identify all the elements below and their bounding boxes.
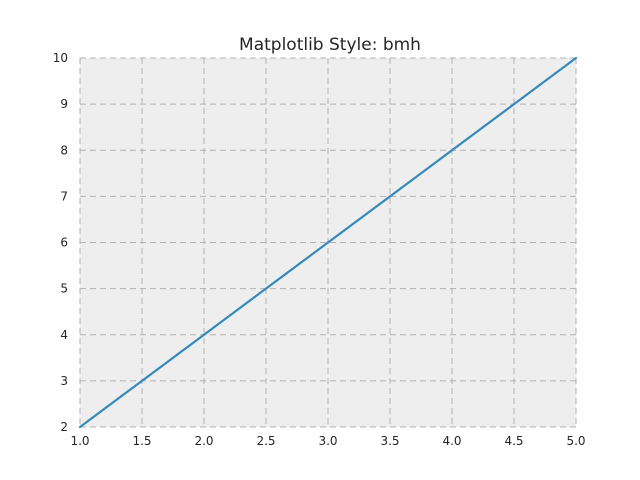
x-tick-label: 4.0 (442, 434, 461, 448)
y-axis: 2 3 4 5 6 7 8 9 10 (53, 51, 68, 434)
y-tick-label: 3 (60, 374, 68, 388)
x-tick-label: 3.5 (380, 434, 399, 448)
series-line (78, 56, 578, 429)
y-tick-label: 4 (60, 328, 68, 342)
x-tick-label: 3.0 (318, 434, 337, 448)
x-axis: 1.0 1.5 2.0 2.5 3.0 3.5 4.0 4.5 5.0 (70, 434, 585, 448)
y-tick-label: 9 (60, 97, 68, 111)
y-tick-label: 7 (60, 189, 68, 203)
x-tick-label: 2.0 (194, 434, 213, 448)
chart-title: Matplotlib Style: bmh (239, 35, 421, 55)
x-tick-label: 1.5 (132, 434, 151, 448)
y-tick-label: 10 (53, 51, 68, 65)
y-tick-label: 5 (60, 282, 68, 296)
x-tick-label: 2.5 (256, 434, 275, 448)
y-tick-label: 2 (60, 420, 68, 434)
y-tick-label: 8 (60, 143, 68, 157)
x-tick-label: 1.0 (70, 434, 89, 448)
series-group (78, 56, 578, 429)
grid (79, 57, 577, 428)
y-tick-label: 6 (60, 236, 68, 250)
x-tick-label: 4.5 (504, 434, 523, 448)
x-tick-label: 5.0 (566, 434, 585, 448)
